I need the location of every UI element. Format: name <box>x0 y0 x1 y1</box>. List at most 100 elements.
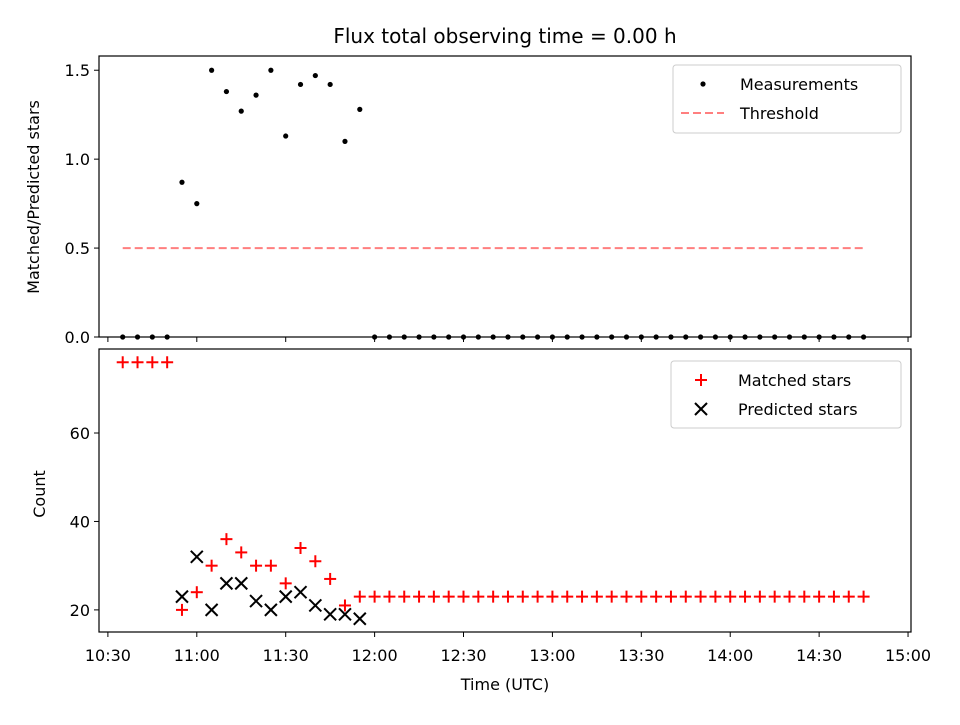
x-tick-label: 14:30 <box>796 646 842 665</box>
measurement-point <box>697 334 704 340</box>
matched-star-point <box>650 590 663 603</box>
measurement-point <box>520 334 526 340</box>
predicted-star-point <box>293 585 308 599</box>
measurement-point <box>490 334 496 340</box>
ratio-y-ticks: 0.0 0.5 1.0 1.5 <box>65 61 99 347</box>
measurement-point <box>446 334 452 340</box>
matched-star-point <box>205 559 218 572</box>
measurement-point <box>223 88 230 95</box>
matched-star-point <box>279 577 292 590</box>
measurement-point <box>757 334 763 340</box>
matched-star-point <box>605 590 618 603</box>
matched-star-point <box>116 356 129 369</box>
x-axis-label: Time (UTC) <box>460 675 549 694</box>
x-tick-label: 15:00 <box>885 646 931 665</box>
measurement-point <box>342 138 348 144</box>
count-panel: 20 40 60 10:30 11:00 11:30 12:00 12:30 13:00 13:… <box>30 348 931 694</box>
matched-star-point <box>190 586 203 599</box>
predicted-star-point <box>323 607 337 622</box>
count-x-ticks: 10:30 11:00 11:30 12:00 12:30 13:00 13:30 14:00… <box>85 632 931 665</box>
matched-star-point <box>457 590 470 603</box>
matched-star-point <box>501 590 514 603</box>
predicted-star-point <box>234 576 248 591</box>
matched-star-point <box>753 590 766 603</box>
measurement-point <box>668 334 674 340</box>
count-y-tick-label: 20 <box>70 601 90 620</box>
x-tick-label: 11:00 <box>174 646 220 665</box>
matched-star-point <box>724 590 737 603</box>
matched-star-point <box>250 559 263 572</box>
ratio-legend: Measurements Threshold <box>672 64 902 134</box>
measurement-point <box>327 81 333 88</box>
ratio-series <box>120 67 867 340</box>
measurement-point <box>727 334 733 340</box>
measurement-point <box>564 334 570 340</box>
count-y-tick-label: 40 <box>70 512 90 531</box>
ratio-y-tick-label: 1.0 <box>65 150 90 169</box>
measurement-point <box>238 108 244 114</box>
measurement-point <box>194 201 200 207</box>
matched-star-point <box>635 590 648 603</box>
measurement-point <box>283 133 289 139</box>
measurement-point <box>357 106 363 112</box>
legend-measurements-marker <box>700 81 706 87</box>
matched-star-point <box>620 590 633 603</box>
matched-star-point <box>576 590 589 603</box>
matched-star-point <box>561 590 574 603</box>
count-plot-frame <box>98 348 912 633</box>
predicted-star-point <box>278 589 293 604</box>
measurement-point <box>846 334 852 340</box>
measurement-point <box>712 334 719 340</box>
matched-star-point <box>842 590 855 603</box>
legend-predicted-marker <box>694 402 708 416</box>
legend-threshold-label: Threshold <box>739 104 819 123</box>
matched-star-point <box>324 572 337 585</box>
matched-star-point <box>487 590 500 603</box>
matched-star-point <box>531 590 544 603</box>
x-tick-label: 11:30 <box>263 646 309 665</box>
x-tick-label: 13:30 <box>618 646 664 665</box>
legend-matched-label: Matched stars <box>738 371 851 390</box>
measurement-point <box>831 334 837 340</box>
measurement-point <box>786 334 793 340</box>
chart-title: Flux total observing time = 0.00 h <box>333 24 676 48</box>
measurement-point <box>579 334 585 340</box>
predicted-star-point <box>204 603 219 617</box>
measurement-point <box>505 334 511 340</box>
measurement-point <box>460 334 467 340</box>
matched-star-point <box>368 590 381 603</box>
measurement-point <box>312 72 318 79</box>
measurement-point <box>475 334 481 340</box>
count-y-tick-label: 60 <box>70 424 90 443</box>
matched-star-point <box>768 590 781 603</box>
measurement-point <box>860 334 867 340</box>
measurement-point <box>268 67 274 73</box>
ratio-y-tick-label: 1.5 <box>65 61 90 80</box>
ratio-panel: 0.0 0.5 1.0 1.5 Matched/Predicted stars Mea… <box>24 55 912 347</box>
matched-star-point <box>131 356 144 369</box>
x-tick-label: 12:00 <box>352 646 398 665</box>
measurement-point <box>253 92 259 98</box>
matched-star-point <box>220 533 233 546</box>
count-y-axis-label: Count <box>30 470 49 518</box>
measurement-point <box>149 334 155 340</box>
predicted-star-point <box>190 550 204 564</box>
predicted-star-point <box>308 598 323 613</box>
legend-matched-marker <box>695 374 707 386</box>
matched-star-point <box>427 590 440 603</box>
measurement-point <box>386 334 393 340</box>
measurement-point <box>297 81 304 88</box>
x-tick-label: 13:00 <box>529 646 575 665</box>
ratio-legend-box <box>672 64 902 134</box>
matched-star-point <box>309 555 322 568</box>
count-legend: Matched stars Predicted stars <box>670 360 902 429</box>
x-tick-label: 14:00 <box>707 646 753 665</box>
matched-star-point <box>827 590 840 603</box>
measurement-point <box>401 334 407 340</box>
matched-star-point <box>739 590 752 603</box>
measurement-point <box>623 334 630 340</box>
matched-star-point <box>679 590 692 603</box>
matched-star-point <box>338 599 351 612</box>
count-legend-box <box>670 360 902 429</box>
predicted-star-point <box>353 612 367 626</box>
